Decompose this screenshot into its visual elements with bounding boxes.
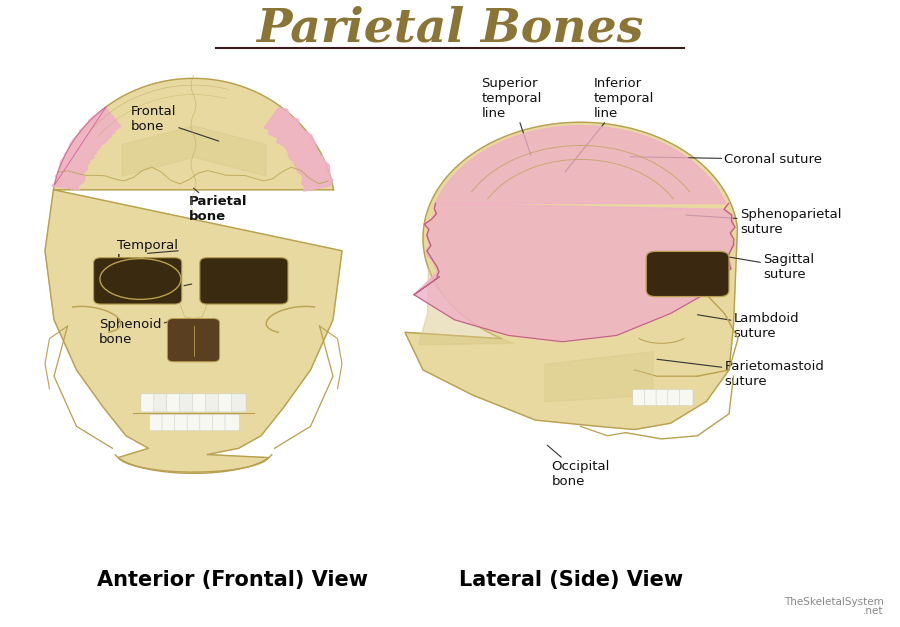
Text: Sphenoparietal
suture: Sphenoparietal suture <box>686 208 842 236</box>
FancyBboxPatch shape <box>231 394 246 412</box>
Text: Anterior (Frontal) View: Anterior (Frontal) View <box>97 570 368 590</box>
FancyBboxPatch shape <box>644 389 658 406</box>
FancyBboxPatch shape <box>680 389 693 406</box>
FancyBboxPatch shape <box>633 389 646 406</box>
Polygon shape <box>414 126 735 342</box>
Text: Lambdoid
suture: Lambdoid suture <box>698 312 799 340</box>
FancyBboxPatch shape <box>200 258 288 304</box>
Polygon shape <box>45 78 342 472</box>
FancyBboxPatch shape <box>219 394 233 412</box>
FancyBboxPatch shape <box>149 414 164 431</box>
FancyBboxPatch shape <box>175 414 189 431</box>
FancyBboxPatch shape <box>166 394 182 412</box>
FancyBboxPatch shape <box>200 414 214 431</box>
Text: Parietal Bones: Parietal Bones <box>256 5 644 51</box>
Text: Sphenoid
bone: Sphenoid bone <box>99 319 171 346</box>
Text: Parietal
bone: Parietal bone <box>189 188 248 223</box>
FancyBboxPatch shape <box>94 258 182 304</box>
FancyBboxPatch shape <box>162 414 176 431</box>
Text: Occipital
bone: Occipital bone <box>547 445 610 488</box>
Text: .net: .net <box>863 606 884 616</box>
FancyBboxPatch shape <box>656 389 670 406</box>
FancyBboxPatch shape <box>140 394 156 412</box>
Polygon shape <box>264 108 333 191</box>
FancyBboxPatch shape <box>187 414 202 431</box>
Polygon shape <box>52 107 121 190</box>
Text: Coronal suture: Coronal suture <box>630 153 823 166</box>
Text: TheSkeletalSystem: TheSkeletalSystem <box>784 597 884 607</box>
Text: Parietomastoid
suture: Parietomastoid suture <box>657 359 824 387</box>
Text: Inferior
temporal
line: Inferior temporal line <box>565 77 654 172</box>
FancyBboxPatch shape <box>193 394 207 412</box>
FancyBboxPatch shape <box>646 251 729 297</box>
FancyBboxPatch shape <box>154 394 168 412</box>
FancyBboxPatch shape <box>180 394 194 412</box>
Text: Superior
temporal
line: Superior temporal line <box>482 77 542 155</box>
FancyBboxPatch shape <box>167 319 220 362</box>
FancyBboxPatch shape <box>225 414 239 431</box>
Text: Frontal
bone: Frontal bone <box>130 105 219 141</box>
Text: Ethmoid
bone: Ethmoid bone <box>126 278 192 306</box>
FancyBboxPatch shape <box>668 389 681 406</box>
FancyBboxPatch shape <box>205 394 220 412</box>
Polygon shape <box>418 268 514 345</box>
FancyBboxPatch shape <box>212 414 227 431</box>
Text: Temporal
bone: Temporal bone <box>117 240 178 267</box>
Text: Lateral (Side) View: Lateral (Side) View <box>459 570 683 590</box>
Polygon shape <box>405 122 737 429</box>
Text: Sagittal
suture: Sagittal suture <box>729 253 814 281</box>
